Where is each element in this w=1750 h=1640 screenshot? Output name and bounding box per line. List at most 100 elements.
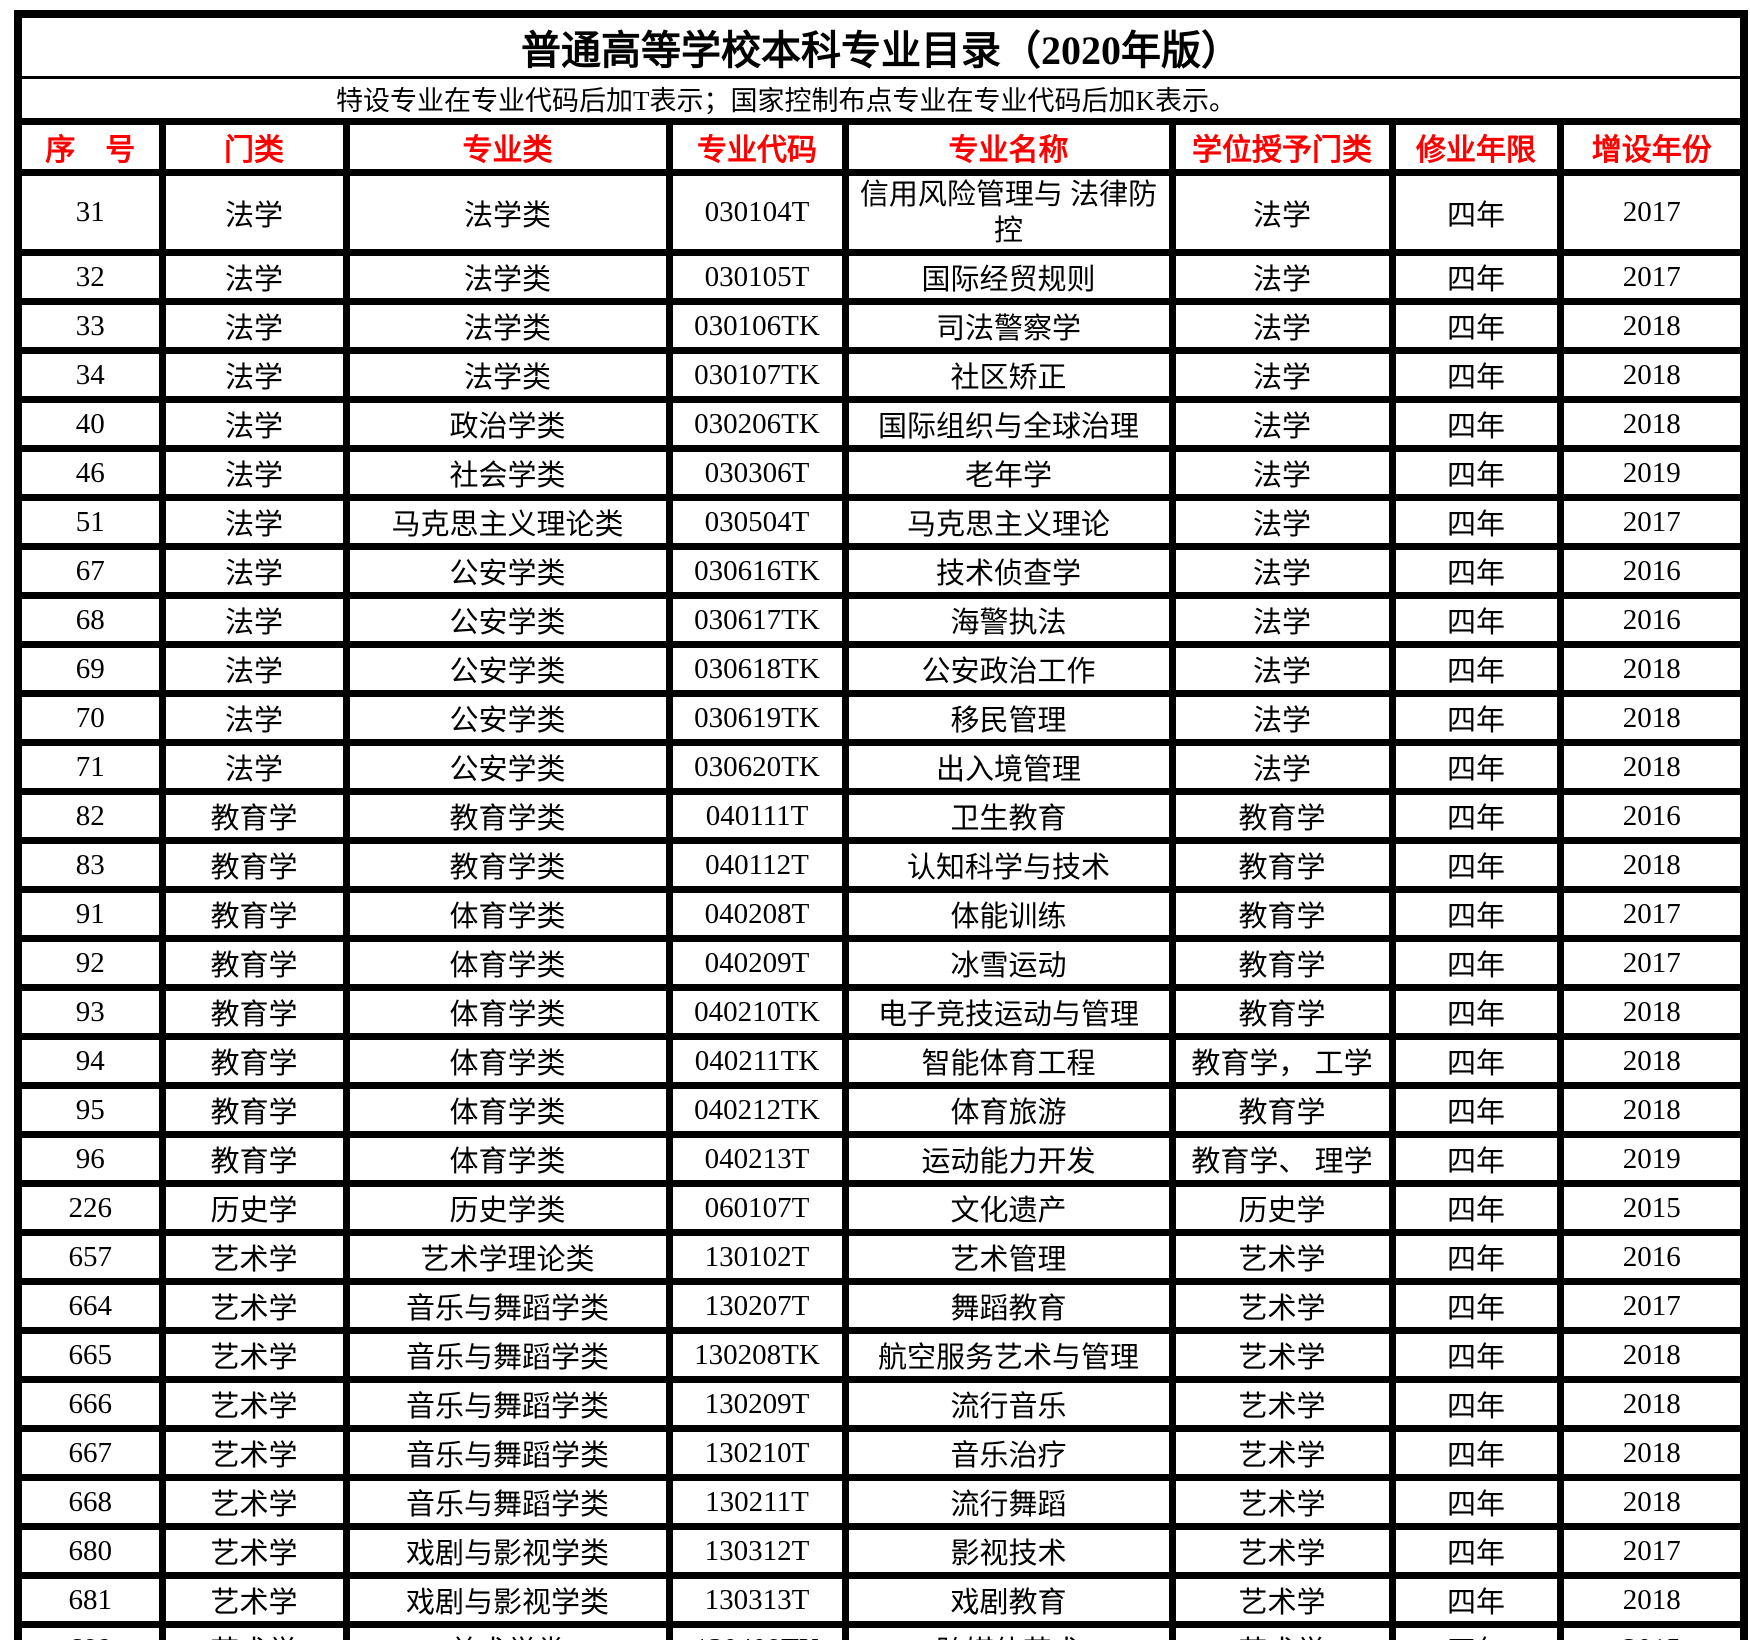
- cell-year-added: 2018: [1556, 1376, 1748, 1432]
- table-row: 31 法学 法学类 030104T 信用风险管理与 法律防控 法学 四年 2017: [14, 169, 1748, 256]
- cell-serial: 668: [14, 1474, 166, 1530]
- cell-serial: 46: [14, 445, 166, 501]
- cell-category: 教育学: [158, 984, 350, 1040]
- cell-code: 030504T: [665, 494, 849, 550]
- cell-year-added: 2015: [1556, 1180, 1748, 1236]
- cell-code: 130408TK: [665, 1621, 849, 1640]
- cell-year-added: 2016: [1556, 1229, 1748, 1285]
- cell-degree: 法学: [1168, 592, 1396, 648]
- cell-serial: 689: [14, 1621, 166, 1640]
- table-row: 67 法学 公安学类 030616TK 技术侦查学 法学 四年 2016: [14, 543, 1748, 599]
- cell-year-added: 2015: [1556, 1621, 1748, 1640]
- col-header-year-added: 增设年份: [1556, 118, 1748, 176]
- table-row: 657 艺术学 艺术学理论类 130102T 艺术管理 艺术学 四年 2016: [14, 1229, 1748, 1285]
- cell-category: 法学: [158, 445, 350, 501]
- cell-major-class: 教育学类: [342, 788, 673, 844]
- cell-category: 教育学: [158, 788, 350, 844]
- cell-duration: 四年: [1388, 690, 1564, 746]
- cell-major-class: 历史学类: [342, 1180, 673, 1236]
- cell-serial: 93: [14, 984, 166, 1040]
- cell-category: 艺术学: [158, 1425, 350, 1481]
- cell-category: 艺术学: [158, 1572, 350, 1628]
- cell-degree: 法学: [1168, 298, 1396, 354]
- cell-name: 司法警察学: [841, 298, 1176, 354]
- cell-major-class: 社会学类: [342, 445, 673, 501]
- cell-year-added: 2018: [1556, 1572, 1748, 1628]
- cell-major-class: 音乐与舞蹈学类: [342, 1327, 673, 1383]
- cell-duration: 四年: [1388, 592, 1564, 648]
- table-row: 665 艺术学 音乐与舞蹈学类 130208TK 航空服务艺术与管理 艺术学 四年 2018: [14, 1327, 1748, 1383]
- cell-major-class: 音乐与舞蹈学类: [342, 1425, 673, 1481]
- cell-degree: 教育学， 工学: [1168, 1033, 1396, 1089]
- cell-duration: 四年: [1388, 1082, 1564, 1138]
- cell-degree: 艺术学: [1168, 1523, 1396, 1579]
- cell-category: 艺术学: [158, 1327, 350, 1383]
- table-row: 668 艺术学 音乐与舞蹈学类 130211T 流行舞蹈 艺术学 四年 2018: [14, 1474, 1748, 1530]
- cell-code: 040210TK: [665, 984, 849, 1040]
- col-header-degree: 学位授予门类: [1168, 118, 1396, 176]
- table-row: 92 教育学 体育学类 040209T 冰雪运动 教育学 四年 2017: [14, 935, 1748, 991]
- table-row: 91 教育学 体育学类 040208T 体能训练 教育学 四年 2017: [14, 886, 1748, 942]
- cell-serial: 681: [14, 1572, 166, 1628]
- cell-degree: 法学: [1168, 249, 1396, 305]
- cell-code: 030306T: [665, 445, 849, 501]
- cell-degree: 艺术学: [1168, 1425, 1396, 1481]
- cell-category: 法学: [158, 169, 350, 256]
- cell-category: 法学: [158, 690, 350, 746]
- cell-year-added: 2018: [1556, 984, 1748, 1040]
- cell-name: 流行音乐: [841, 1376, 1176, 1432]
- cell-code: 030206TK: [665, 396, 849, 452]
- cell-year-added: 2018: [1556, 396, 1748, 452]
- cell-year-added: 2018: [1556, 690, 1748, 746]
- cell-serial: 96: [14, 1131, 166, 1187]
- cell-serial: 70: [14, 690, 166, 746]
- table-row: 664 艺术学 音乐与舞蹈学类 130207T 舞蹈教育 艺术学 四年 2017: [14, 1278, 1748, 1334]
- cell-category: 教育学: [158, 935, 350, 991]
- cell-duration: 四年: [1388, 1229, 1564, 1285]
- cell-year-added: 2018: [1556, 641, 1748, 697]
- cell-serial: 680: [14, 1523, 166, 1579]
- cell-major-class: 体育学类: [342, 984, 673, 1040]
- cell-code: 030617TK: [665, 592, 849, 648]
- table-row: 83 教育学 教育学类 040112T 认知科学与技术 教育学 四年 2018: [14, 837, 1748, 893]
- table-row: 82 教育学 教育学类 040111T 卫生教育 教育学 四年 2016: [14, 788, 1748, 844]
- cell-duration: 四年: [1388, 1474, 1564, 1530]
- cell-code: 030619TK: [665, 690, 849, 746]
- cell-code: 130313T: [665, 1572, 849, 1628]
- cell-major-class: 公安学类: [342, 592, 673, 648]
- cell-duration: 四年: [1388, 1131, 1564, 1187]
- cell-name: 国际经贸规则: [841, 249, 1176, 305]
- cell-category: 法学: [158, 396, 350, 452]
- cell-serial: 657: [14, 1229, 166, 1285]
- header-row: 序 号 门类 专业类 专业代码 专业名称 学位授予门类 修业年限 增设年份: [14, 118, 1748, 176]
- cell-degree: 法学: [1168, 690, 1396, 746]
- cell-major-class: 音乐与舞蹈学类: [342, 1376, 673, 1432]
- cell-duration: 四年: [1388, 837, 1564, 893]
- cell-code: 040213T: [665, 1131, 849, 1187]
- cell-duration: 四年: [1388, 249, 1564, 305]
- cell-degree: 教育学: [1168, 984, 1396, 1040]
- cell-name: 马克思主义理论: [841, 494, 1176, 550]
- cell-serial: 40: [14, 396, 166, 452]
- cell-code: 130208TK: [665, 1327, 849, 1383]
- cell-degree: 历史学: [1168, 1180, 1396, 1236]
- subtitle-note: 特设专业在专业代码后加T表示；国家控制布点专业在专业代码后加K表示。: [14, 76, 1748, 125]
- cell-year-added: 2016: [1556, 788, 1748, 844]
- cell-name: 老年学: [841, 445, 1176, 501]
- cell-major-class: 音乐与舞蹈学类: [342, 1278, 673, 1334]
- majors-table: 普通高等学校本科专业目录（2020年版） 特设专业在专业代码后加T表示；国家控制…: [14, 10, 1748, 1640]
- cell-name: 认知科学与技术: [841, 837, 1176, 893]
- cell-year-added: 2018: [1556, 739, 1748, 795]
- cell-name: 卫生教育: [841, 788, 1176, 844]
- cell-duration: 四年: [1388, 1033, 1564, 1089]
- cell-duration: 四年: [1388, 739, 1564, 795]
- cell-name: 国际组织与全球治理: [841, 396, 1176, 452]
- table-row: 94 教育学 体育学类 040211TK 智能体育工程 教育学， 工学 四年 2018: [14, 1033, 1748, 1089]
- cell-duration: 四年: [1388, 886, 1564, 942]
- cell-name: 舞蹈教育: [841, 1278, 1176, 1334]
- cell-year-added: 2017: [1556, 886, 1748, 942]
- cell-degree: 艺术学: [1168, 1572, 1396, 1628]
- cell-category: 法学: [158, 249, 350, 305]
- cell-serial: 51: [14, 494, 166, 550]
- cell-name: 社区矫正: [841, 347, 1176, 403]
